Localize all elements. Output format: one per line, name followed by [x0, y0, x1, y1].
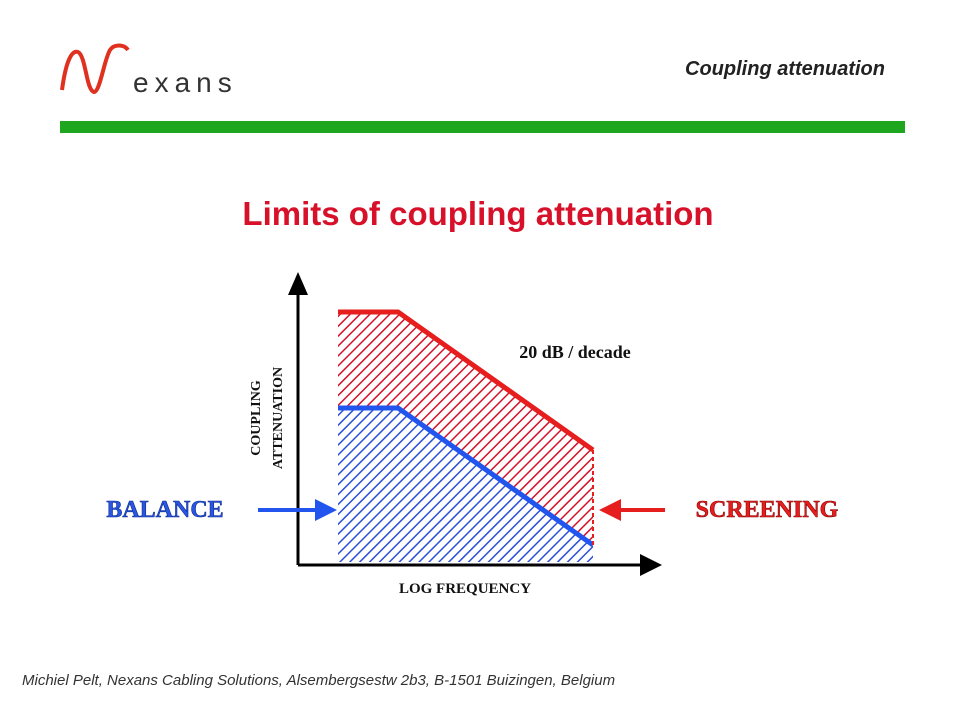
x-arrow	[640, 554, 662, 576]
logo-mark	[60, 43, 130, 95]
screening-line	[338, 309, 595, 453]
x-axis-label: LOG FREQUENCY	[399, 581, 531, 597]
y-arrow	[288, 272, 308, 295]
screening-label: SCREENING	[696, 497, 839, 523]
balance-area	[338, 408, 593, 562]
balance-arrowhead	[315, 499, 337, 521]
screening-area	[338, 312, 593, 545]
footer: Michiel Pelt, Nexans Cabling Solutions, …	[22, 672, 615, 689]
header-title: Coupling attenuation	[685, 58, 885, 80]
balance-line	[338, 405, 595, 548]
slide-title: Limits of coupling attenuation	[242, 195, 713, 232]
slope-label: 20 dB / decade	[519, 342, 631, 362]
y-axis-label: ATTENUATION	[271, 367, 286, 469]
screening-arrowhead	[599, 499, 621, 521]
balance-label: BALANCE	[106, 497, 223, 523]
header-bar	[60, 121, 905, 133]
y-axis-label: COUPLING	[249, 380, 264, 456]
logo-text: exans	[133, 67, 238, 98]
